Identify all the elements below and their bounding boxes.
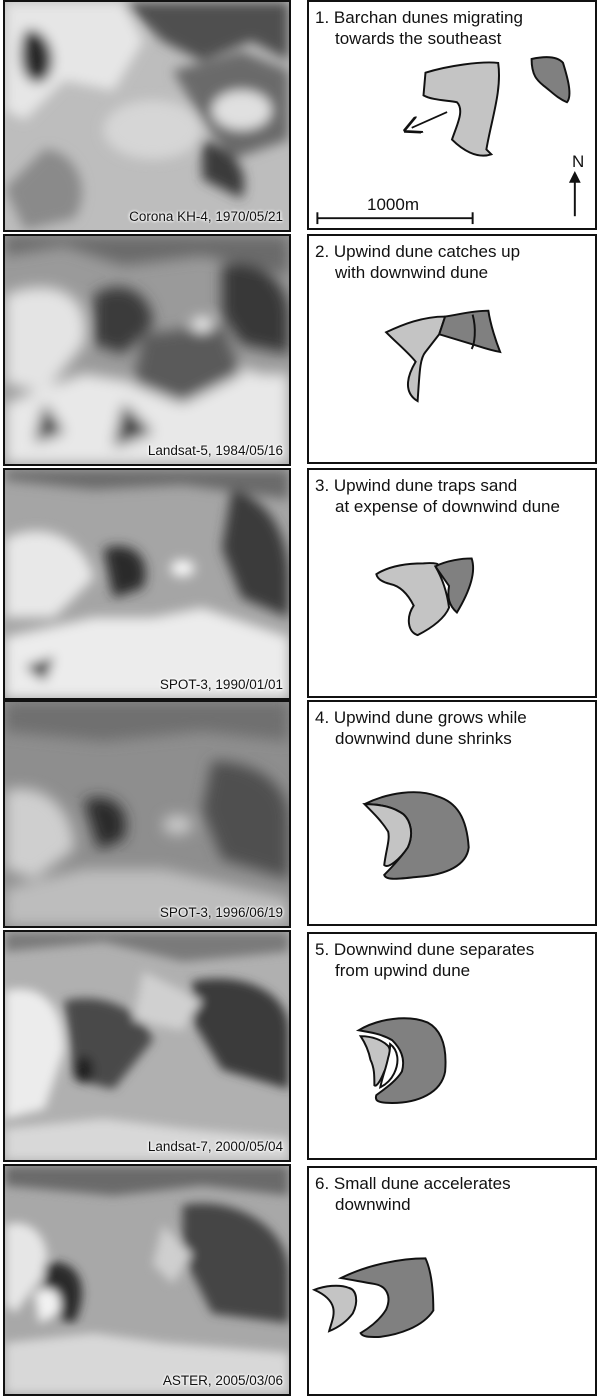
satellite-image-3: SPOT-3, 1990/01/01 xyxy=(3,468,291,700)
upwind-dune xyxy=(358,1035,392,1087)
upwind-dune xyxy=(311,1284,358,1333)
panel-title-4: 4. Upwind dune grows while downwind dune… xyxy=(315,707,527,749)
image-caption: Landsat-5, 1984/05/16 xyxy=(147,443,283,458)
satellite-image-1: Corona KH-4, 1970/05/21 xyxy=(3,0,291,232)
image-caption: ASTER, 2005/03/06 xyxy=(162,1373,283,1388)
migration-arrow xyxy=(412,111,448,128)
upwind-dune xyxy=(375,562,451,637)
panel-title-1: 1. Barchan dunes migrating towards the s… xyxy=(315,7,523,49)
schematic-panel-6: 6. Small dune accelerates downwind xyxy=(307,1166,597,1396)
title-line-1: 2. Upwind dune catches up xyxy=(315,242,521,261)
satellite-image-2: Landsat-5, 1984/05/16 xyxy=(3,234,291,466)
schematic-panel-2: 2. Upwind dune catches up with downwind … xyxy=(307,234,597,464)
title-line-1: 1. Barchan dunes migrating xyxy=(315,8,523,27)
title-line-2: from upwind dune xyxy=(335,961,471,980)
title-line-1: 6. Small dune accelerates xyxy=(315,1174,511,1193)
schematic-panel-4: 4. Upwind dune grows while downwind dune… xyxy=(307,700,597,926)
title-line-2: at expense of downwind dune xyxy=(335,497,560,516)
title-line-2: downwind xyxy=(335,1195,411,1214)
upwind-dune xyxy=(422,61,500,157)
downwind-dune xyxy=(433,557,475,614)
image-caption: SPOT-3, 1990/01/01 xyxy=(159,677,283,692)
upwind-dune xyxy=(362,803,412,867)
panel-title-3: 3. Upwind dune traps sand at expense of … xyxy=(315,475,560,517)
satellite-image-6: ASTER, 2005/03/06 xyxy=(3,1164,291,1396)
title-line-2: towards the southeast xyxy=(335,29,502,48)
row-6: ASTER, 2005/03/06 6. Small dune accelera… xyxy=(0,1164,600,1398)
title-line-1: 4. Upwind dune grows while xyxy=(315,708,527,727)
title-line-1: 5. Downwind dune separates xyxy=(315,940,535,959)
upwind-dune xyxy=(384,315,447,403)
schematic-panel-3: 3. Upwind dune traps sand at expense of … xyxy=(307,468,597,698)
schematic-panel-1: 1. Barchan dunes migrating towards the s… xyxy=(307,0,597,230)
downwind-dune xyxy=(530,56,571,104)
row-5: Landsat-7, 2000/05/04 5. Downwind dune s… xyxy=(0,930,600,1162)
panel-title-6: 6. Small dune accelerates downwind xyxy=(315,1173,511,1215)
row-2: Landsat-5, 1984/05/16 2. Upwind dune cat… xyxy=(0,234,600,466)
downwind-dune xyxy=(437,309,502,354)
satellite-image-4: SPOT-3, 1996/06/19 xyxy=(3,700,291,928)
row-4: SPOT-3, 1996/06/19 4. Upwind dune grows … xyxy=(0,700,600,932)
north-label: N xyxy=(572,152,585,171)
image-caption: Corona KH-4, 1970/05/21 xyxy=(129,209,283,224)
satellite-image-5: Landsat-7, 2000/05/04 xyxy=(3,930,291,1162)
panel-title-5: 5. Downwind dune separates from upwind d… xyxy=(315,939,534,981)
title-line-2: with downwind dune xyxy=(335,263,489,282)
downwind-dune xyxy=(355,1017,447,1104)
title-line-2: downwind dune shrinks xyxy=(335,729,512,748)
downwind-dune xyxy=(337,1257,435,1338)
schematic-panel-5: 5. Downwind dune separates from upwind d… xyxy=(307,932,597,1160)
row-3: SPOT-3, 1990/01/01 3. Upwind dune traps … xyxy=(0,468,600,700)
title-line-1: 3. Upwind dune traps sand xyxy=(315,476,518,495)
panel-title-2: 2. Upwind dune catches up with downwind … xyxy=(315,241,520,283)
scale-bar-label: 1000m xyxy=(367,195,419,214)
image-caption: Landsat-7, 2000/05/04 xyxy=(147,1139,283,1154)
image-caption: SPOT-3, 1996/06/19 xyxy=(159,905,283,920)
row-1: Corona KH-4, 1970/05/21 1. Barchan dunes… xyxy=(0,0,600,232)
